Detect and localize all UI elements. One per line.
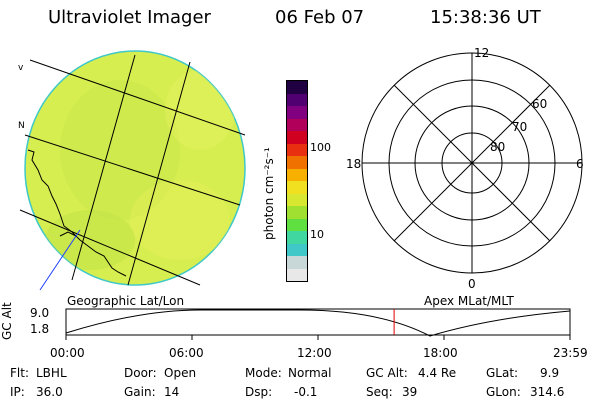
lat-label-80: 80 bbox=[490, 140, 506, 154]
gcalt-label: GC Alt: bbox=[366, 366, 408, 380]
mode-value: Normal bbox=[288, 366, 332, 380]
seq-label: Seq: bbox=[366, 385, 393, 399]
colorbar-tick-10: 10 bbox=[310, 228, 324, 241]
colorbar-tick-100: 100 bbox=[310, 141, 331, 154]
observation-date: 06 Feb 07 bbox=[275, 7, 365, 28]
ip-value: 36.0 bbox=[36, 385, 63, 399]
edge-mark-mid: N bbox=[18, 121, 25, 131]
instrument-title: Ultraviolet Imager bbox=[48, 7, 211, 28]
polar-diagonal-2 bbox=[393, 84, 551, 242]
mlt-label-6: 6 bbox=[576, 157, 584, 171]
colorbar-segment bbox=[287, 231, 307, 244]
flt-label: Flt: bbox=[10, 366, 29, 380]
colorbar-segment bbox=[287, 268, 307, 281]
lat-label-70: 70 bbox=[512, 120, 528, 134]
altitude-curve bbox=[65, 309, 571, 337]
colorbar-segment bbox=[287, 143, 307, 156]
mlt-label-12: 12 bbox=[474, 46, 490, 60]
glat-value: 9.9 bbox=[540, 366, 560, 380]
colorbar-segment bbox=[287, 118, 307, 131]
door-value: Open bbox=[164, 366, 197, 380]
colorbar-segment bbox=[287, 156, 307, 169]
glat-label: GLat: bbox=[486, 366, 519, 380]
colorbar-segment bbox=[287, 206, 307, 219]
seq-value: 39 bbox=[402, 385, 418, 399]
timeline-y-top: 9.0 bbox=[30, 306, 50, 320]
coastline bbox=[27, 149, 127, 277]
glon-label: GLon: bbox=[486, 385, 521, 399]
terminator-line bbox=[39, 229, 81, 291]
colorbar-segment bbox=[287, 193, 307, 206]
timeline-frame bbox=[65, 308, 571, 336]
colorbar-segment bbox=[287, 131, 307, 144]
mlt-label-18: 18 bbox=[346, 157, 362, 171]
timeline-y-bottom: 1.8 bbox=[30, 322, 50, 336]
mlt-label-0: 0 bbox=[468, 277, 476, 291]
apex-panel-label: Apex MLat/MLT bbox=[424, 294, 514, 308]
glon-value: 314.6 bbox=[530, 385, 565, 399]
colorbar-segment bbox=[287, 243, 307, 256]
colorbar-segment bbox=[287, 106, 307, 119]
flt-value: LBHL bbox=[36, 366, 67, 380]
edge-mark-top: v bbox=[18, 63, 24, 73]
dsp-value: -0.1 bbox=[294, 385, 318, 399]
colorbar bbox=[286, 80, 308, 282]
timeline-tick-label-1: 06:00 bbox=[169, 346, 204, 360]
ip-label: IP: bbox=[10, 385, 25, 399]
timeline-tick-label-4: 23:59 bbox=[553, 346, 588, 360]
dsp-label: Dsp: bbox=[245, 385, 273, 399]
gain-value: 14 bbox=[164, 385, 180, 399]
colorbar-segment bbox=[287, 218, 307, 231]
colorbar-segment bbox=[287, 181, 307, 194]
lat-label-60: 60 bbox=[532, 97, 548, 111]
colorbar-segment bbox=[287, 93, 307, 106]
lat-lon-grid bbox=[19, 54, 246, 286]
geographic-panel-label: Geographic Lat/Lon bbox=[67, 294, 185, 308]
colorbar-segment bbox=[287, 256, 307, 269]
door-label: Door: bbox=[124, 366, 157, 380]
gain-label: Gain: bbox=[124, 385, 156, 399]
colorbar-segment bbox=[287, 168, 307, 181]
colorbar-segment bbox=[287, 81, 307, 94]
timeline-tick-label-2: 12:00 bbox=[297, 346, 332, 360]
timeline-tick-label-0: 00:00 bbox=[50, 346, 85, 360]
mode-label: Mode: bbox=[245, 366, 282, 380]
observation-time: 15:38:36 UT bbox=[430, 7, 541, 28]
timeline-tick-label-3: 18:00 bbox=[423, 346, 458, 360]
gcalt-value: 4.4 Re bbox=[418, 366, 457, 380]
